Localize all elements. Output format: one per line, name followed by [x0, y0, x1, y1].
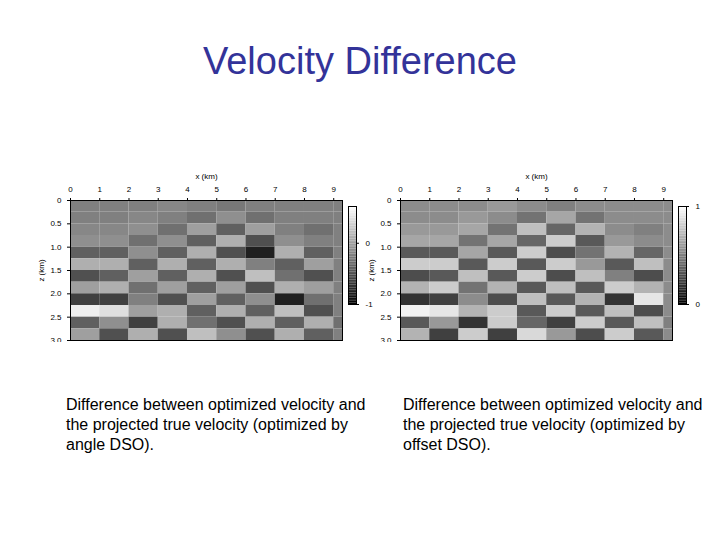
- svg-text:6: 6: [244, 185, 249, 194]
- svg-text:8: 8: [302, 185, 307, 194]
- svg-text:7: 7: [603, 185, 608, 194]
- svg-text:0: 0: [696, 300, 701, 309]
- svg-text:z (km): z (km): [367, 259, 376, 282]
- svg-text:3.0: 3.0: [380, 336, 392, 342]
- svg-text:2.5: 2.5: [50, 313, 62, 322]
- svg-text:0: 0: [57, 196, 62, 205]
- svg-text:0: 0: [68, 185, 73, 194]
- svg-text:6: 6: [574, 185, 579, 194]
- svg-text:2.0: 2.0: [50, 289, 62, 298]
- svg-text:0: 0: [366, 239, 371, 248]
- svg-text:4: 4: [515, 185, 520, 194]
- svg-text:9: 9: [331, 185, 336, 194]
- svg-text:9: 9: [661, 185, 666, 194]
- svg-text:2: 2: [127, 185, 132, 194]
- svg-text:2.0: 2.0: [380, 289, 392, 298]
- html-text:Difference between optimized v: Difference between optimized velocity an…: [403, 396, 703, 453]
- svg-text:5: 5: [545, 185, 550, 194]
- svg-text:1.5: 1.5: [380, 266, 392, 275]
- svg-text:3: 3: [486, 185, 491, 194]
- svg-text:1: 1: [98, 185, 103, 194]
- svg-text:0: 0: [398, 185, 403, 194]
- svg-text:z (km): z (km): [37, 259, 46, 282]
- svg-text:x (km): x (km): [525, 172, 548, 181]
- svg-text:x (km): x (km): [195, 172, 218, 181]
- svg-text:1.0: 1.0: [50, 243, 62, 252]
- svg-text:0: 0: [387, 196, 392, 205]
- svg-text:5: 5: [215, 185, 220, 194]
- html-text:Velocity Difference: Velocity Difference: [203, 40, 517, 82]
- html-text:Difference between optimized v: Difference between optimized velocity an…: [66, 396, 366, 453]
- svg-text:1: 1: [428, 185, 433, 194]
- svg-text:0.5: 0.5: [380, 219, 392, 228]
- svg-text:2: 2: [457, 185, 462, 194]
- svg-text:-1: -1: [366, 300, 374, 309]
- svg-text:3: 3: [156, 185, 161, 194]
- svg-text:8: 8: [632, 185, 637, 194]
- svg-text:4: 4: [185, 185, 190, 194]
- svg-text:1: 1: [696, 202, 701, 211]
- svg-text:2.5: 2.5: [380, 313, 392, 322]
- svg-text:3.0: 3.0: [50, 336, 62, 342]
- svg-text:1.5: 1.5: [50, 266, 62, 275]
- svg-text:1.0: 1.0: [380, 243, 392, 252]
- svg-text:0.5: 0.5: [50, 219, 62, 228]
- svg-text:7: 7: [273, 185, 278, 194]
